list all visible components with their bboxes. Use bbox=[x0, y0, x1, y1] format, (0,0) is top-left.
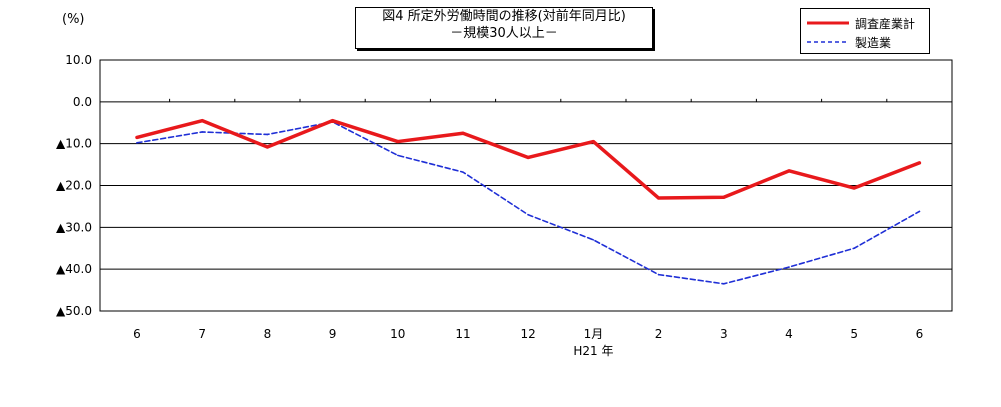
data-point-total bbox=[265, 145, 269, 149]
y-axis-tick-labels: 10.0 0.0 ▲10.0 ▲20.0 ▲30.0 ▲40.0 ▲50.0 bbox=[56, 53, 92, 318]
y-axis-unit-label: (%) bbox=[62, 12, 85, 27]
data-point-manufacturing bbox=[136, 142, 138, 144]
series-line-manufacturing bbox=[136, 121, 921, 285]
data-point-total bbox=[396, 140, 400, 144]
legend-item-manufacturing: 製造業 bbox=[807, 34, 891, 50]
data-point-manufacturing bbox=[918, 210, 921, 213]
data-point-manufacturing bbox=[527, 213, 529, 216]
x-tick-label: 4 bbox=[785, 327, 793, 341]
data-point-manufacturing bbox=[397, 154, 399, 157]
data-point-manufacturing bbox=[788, 266, 790, 268]
x-tick-label: 2 bbox=[655, 327, 663, 341]
chart-title: 図4 所定外労働時間の推移(対前年同月比) bbox=[382, 9, 626, 24]
legend-swatch-manufacturing bbox=[807, 41, 849, 43]
legend-item-total: 調査産業計 bbox=[807, 15, 915, 31]
data-point-manufacturing bbox=[462, 171, 464, 173]
data-point-manufacturing bbox=[201, 131, 203, 133]
data-point-manufacturing bbox=[592, 239, 595, 241]
data-point-manufacturing bbox=[657, 273, 660, 276]
x-tick-label: 3 bbox=[720, 327, 728, 341]
x-tick-label: 6 bbox=[916, 327, 924, 341]
data-point-total bbox=[135, 135, 139, 139]
x-tick-label: 1月 bbox=[584, 327, 604, 341]
data-point-total bbox=[526, 155, 530, 159]
data-point-total bbox=[917, 161, 921, 165]
y-tick-label: ▲40.0 bbox=[56, 262, 92, 276]
legend-label-total: 調査産業計 bbox=[855, 16, 916, 31]
y-tick-label: 10.0 bbox=[65, 53, 92, 67]
x-tick-label: 8 bbox=[264, 327, 272, 341]
data-point-total bbox=[787, 169, 791, 173]
data-point-total bbox=[852, 186, 856, 190]
x-axis-tick-labels: 6 7 8 9 10 11 12 1月 H21 年 2 3 4 5 6 bbox=[133, 327, 923, 358]
x-tick-label: 5 bbox=[850, 327, 858, 341]
chart-title-box: 図4 所定外労働時間の推移(対前年同月比) －規模30人以上－ bbox=[355, 7, 653, 49]
y-tick-label: ▲50.0 bbox=[56, 304, 92, 318]
y-tick-label: 0.0 bbox=[73, 95, 92, 109]
data-point-total bbox=[657, 196, 661, 200]
data-point-total bbox=[331, 119, 335, 123]
legend-swatch-total bbox=[807, 21, 849, 25]
chart-subtitle: －規模30人以上－ bbox=[450, 26, 558, 41]
data-point-total bbox=[461, 131, 465, 135]
y-tick-label: ▲30.0 bbox=[56, 220, 92, 234]
data-point-manufacturing bbox=[853, 247, 855, 250]
x-tick-label: 12 bbox=[521, 327, 536, 341]
y-tick-label: ▲20.0 bbox=[56, 179, 92, 193]
data-point-total bbox=[591, 140, 595, 144]
x-tick-label: 9 bbox=[329, 327, 337, 341]
series-lines bbox=[135, 118, 922, 285]
x-tick-label: 6 bbox=[133, 327, 141, 341]
data-point-manufacturing bbox=[266, 133, 269, 136]
data-point-manufacturing bbox=[723, 283, 725, 285]
y-tick-label: ▲10.0 bbox=[56, 137, 92, 151]
x-tick-label: 10 bbox=[390, 327, 405, 341]
x-tick-sublabel: H21 年 bbox=[573, 344, 613, 358]
data-point-total bbox=[722, 195, 726, 199]
legend: 調査産業計 製造業 bbox=[800, 8, 930, 54]
gridlines bbox=[100, 59, 952, 312]
series-line-total bbox=[135, 118, 922, 200]
x-tick-label: 11 bbox=[455, 327, 470, 341]
x-tick-label: 7 bbox=[198, 327, 206, 341]
data-point-total bbox=[200, 119, 204, 123]
legend-label-manufacturing: 製造業 bbox=[855, 35, 892, 50]
